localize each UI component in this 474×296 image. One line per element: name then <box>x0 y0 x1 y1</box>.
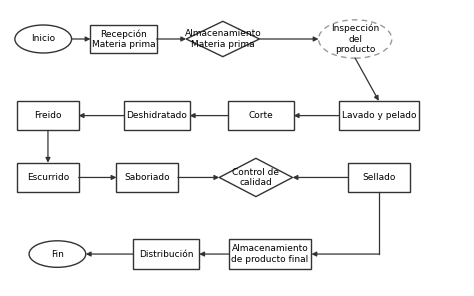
FancyBboxPatch shape <box>91 25 156 53</box>
Text: Saboriado: Saboriado <box>124 173 170 182</box>
Text: Control de
calidad: Control de calidad <box>232 168 279 187</box>
FancyBboxPatch shape <box>229 239 311 269</box>
FancyBboxPatch shape <box>124 101 190 130</box>
Text: Lavado y pelado: Lavado y pelado <box>342 111 416 120</box>
Text: Inspección
del
producto: Inspección del producto <box>331 24 379 54</box>
FancyBboxPatch shape <box>348 163 410 192</box>
Text: Freido: Freido <box>34 111 62 120</box>
Ellipse shape <box>15 25 72 53</box>
FancyBboxPatch shape <box>117 163 178 192</box>
Text: Distribución: Distribución <box>139 250 193 259</box>
Text: Escurrido: Escurrido <box>27 173 69 182</box>
FancyBboxPatch shape <box>228 101 294 130</box>
FancyBboxPatch shape <box>338 101 419 130</box>
FancyBboxPatch shape <box>17 101 79 130</box>
Polygon shape <box>219 158 292 197</box>
Text: Inicio: Inicio <box>31 35 55 44</box>
Text: Sellado: Sellado <box>362 173 395 182</box>
Text: Recepción
Materia prima: Recepción Materia prima <box>92 29 155 49</box>
Ellipse shape <box>319 20 392 58</box>
Text: Almacenamiento
de producto final: Almacenamiento de producto final <box>231 244 309 264</box>
Text: Corte: Corte <box>248 111 273 120</box>
Ellipse shape <box>29 241 86 267</box>
Text: Almacenamiento
Materia prima: Almacenamiento Materia prima <box>184 29 261 49</box>
FancyBboxPatch shape <box>17 163 79 192</box>
Text: Deshidratado: Deshidratado <box>126 111 187 120</box>
Polygon shape <box>186 21 259 57</box>
Text: Fin: Fin <box>51 250 64 259</box>
FancyBboxPatch shape <box>133 239 199 269</box>
